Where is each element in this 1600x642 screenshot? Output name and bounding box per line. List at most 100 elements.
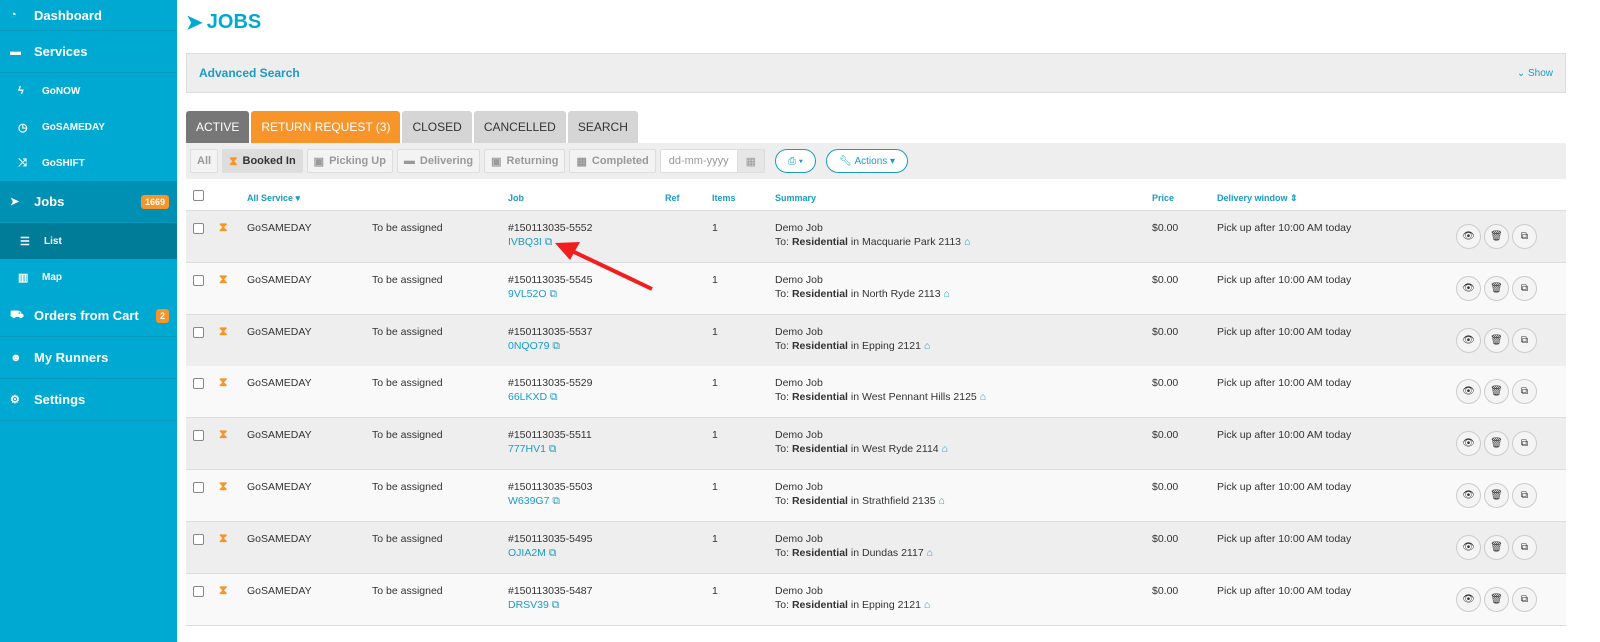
- view-button[interactable]: 👁︎: [1456, 586, 1481, 612]
- duplicate-button[interactable]: ⧉: [1512, 224, 1537, 249]
- table-row[interactable]: ⧗ GoSAMEDAY To be assigned #150113035-55…: [186, 366, 1566, 419]
- view-button[interactable]: 👁︎: [1456, 483, 1481, 508]
- job-number[interactable]: #150113035-5511: [508, 429, 592, 442]
- sidebar-item-dashboard[interactable]: ◔ Dashboard: [0, 0, 177, 31]
- column-delivery-window[interactable]: Delivery window ⇕: [1217, 193, 1298, 203]
- delete-button[interactable]: 🗑︎: [1484, 534, 1509, 560]
- column-service[interactable]: All Service ▾: [247, 193, 301, 203]
- sidebar-item-orders-from-cart[interactable]: ⛟ Orders from Cart 2: [0, 295, 177, 337]
- view-button[interactable]: 👁︎: [1456, 431, 1481, 457]
- job-code-link[interactable]: OJIA2M ⧉: [508, 547, 556, 560]
- job-number[interactable]: #150113035-5537: [508, 325, 593, 338]
- table-row[interactable]: ⧗ GoSAMEDAY To be assigned #150113035-54…: [186, 521, 1566, 574]
- home-icon: ⌂: [926, 546, 933, 559]
- copy-icon[interactable]: ⧉: [550, 391, 558, 404]
- job-number[interactable]: #150113035-5487: [508, 584, 593, 597]
- job-code-link[interactable]: 777HV1 ⧉: [508, 443, 556, 456]
- calendar-icon[interactable]: ▦: [736, 150, 765, 172]
- row-checkbox[interactable]: [193, 378, 204, 390]
- job-number[interactable]: #150113035-5552: [508, 222, 593, 234]
- sidebar-item-gosameday[interactable]: ◷ GoSAMEDAY: [0, 109, 177, 145]
- view-button[interactable]: 👁︎: [1456, 275, 1481, 301]
- date-picker[interactable]: dd-mm-yyyy ▦: [659, 149, 766, 173]
- table-row[interactable]: ⧗ GoSAMEDAY To be assigned #150113035-55…: [186, 262, 1566, 315]
- actions-dropdown-button[interactable]: 🔧︎ Actions ▾: [826, 149, 909, 173]
- copy-icon[interactable]: ⧉: [544, 236, 553, 248]
- copy-icon[interactable]: ⧉: [548, 546, 557, 559]
- row-checkbox[interactable]: [193, 274, 204, 286]
- filter-picking-up[interactable]: ▣ Picking Up: [306, 149, 393, 173]
- job-number[interactable]: #150113035-5529: [508, 377, 593, 390]
- row-checkbox[interactable]: [193, 326, 204, 338]
- delete-button[interactable]: 🗑︎: [1484, 431, 1509, 457]
- view-button[interactable]: 👁︎: [1456, 379, 1481, 405]
- delete-button[interactable]: 🗑︎: [1484, 327, 1509, 353]
- row-checkbox[interactable]: [193, 533, 204, 545]
- row-checkbox[interactable]: [193, 482, 204, 493]
- advanced-search-panel[interactable]: Advanced Search ⌄ Show: [186, 53, 1566, 93]
- delete-button[interactable]: 🗑︎: [1484, 379, 1509, 405]
- sidebar-item-map[interactable]: ▥ Map: [0, 259, 177, 295]
- filter-booked-in[interactable]: ⧗ Booked In: [222, 149, 303, 173]
- job-code-link[interactable]: DRSV39 ⧉: [508, 599, 559, 612]
- row-checkbox[interactable]: [193, 585, 204, 597]
- sidebar-item-services[interactable]: ▬ Services: [0, 31, 177, 73]
- table-row[interactable]: ⧗ GoSAMEDAY To be assigned #150113035-55…: [186, 314, 1566, 367]
- print-dropdown-button[interactable]: ⎙ ▾: [775, 149, 816, 173]
- duplicate-button[interactable]: ⧉: [1512, 275, 1537, 301]
- job-code-link[interactable]: 9VL52O ⧉: [508, 288, 557, 301]
- job-number[interactable]: #150113035-5495: [508, 532, 593, 545]
- date-input[interactable]: dd-mm-yyyy: [668, 155, 729, 167]
- advanced-search-title[interactable]: Advanced Search: [199, 66, 300, 80]
- tab-active[interactable]: ACTIVE: [186, 111, 250, 143]
- sidebar-item-my-runners[interactable]: ☻ My Runners: [0, 337, 177, 379]
- sidebar-item-settings[interactable]: ⚙ Settings: [0, 379, 177, 421]
- table-row[interactable]: ⧗ GoSAMEDAY To be assigned #150113035-55…: [186, 470, 1566, 522]
- duplicate-button[interactable]: ⧉: [1512, 431, 1537, 457]
- job-code-link[interactable]: 0NQO79 ⧉: [508, 340, 560, 353]
- copy-icon[interactable]: ⧉: [551, 598, 560, 611]
- view-button[interactable]: 👁︎: [1456, 327, 1481, 353]
- filter-all[interactable]: All: [190, 149, 219, 173]
- table-row[interactable]: ⧗ GoSAMEDAY To be assigned #150113035-54…: [186, 573, 1566, 626]
- copy-icon[interactable]: ⧉: [549, 287, 557, 300]
- job-code-link[interactable]: 66LKXD ⧉: [508, 391, 558, 404]
- destination-type: Residential: [791, 236, 848, 248]
- tab-cancelled[interactable]: CANCELLED: [473, 111, 566, 143]
- tab-return-request[interactable]: RETURN REQUEST (3): [251, 111, 401, 143]
- delete-button[interactable]: 🗑︎: [1484, 483, 1509, 508]
- row-checkbox[interactable]: [193, 223, 204, 234]
- table-row[interactable]: ⧗ GoSAMEDAY To be assigned #150113035-55…: [186, 211, 1566, 263]
- view-button[interactable]: 👁︎: [1456, 224, 1481, 249]
- duplicate-button[interactable]: ⧉: [1512, 586, 1537, 612]
- job-number[interactable]: #150113035-5503: [508, 481, 593, 493]
- duplicate-button[interactable]: ⧉: [1512, 534, 1537, 560]
- filter-returning[interactable]: ▣ Returning: [484, 149, 566, 173]
- sidebar-item-list[interactable]: ☰ List: [0, 223, 177, 259]
- to-label: To:: [775, 391, 790, 404]
- view-button[interactable]: 👁︎: [1456, 534, 1481, 560]
- duplicate-button[interactable]: ⧉: [1512, 379, 1537, 405]
- duplicate-button[interactable]: ⧉: [1512, 327, 1537, 353]
- filter-delivering[interactable]: ▬ Delivering: [396, 149, 481, 173]
- job-code-link[interactable]: IVBQ3I ⧉: [508, 236, 552, 249]
- copy-icon[interactable]: ⧉: [552, 339, 560, 352]
- tab-search[interactable]: SEARCH: [567, 111, 638, 143]
- delete-button[interactable]: 🗑︎: [1484, 586, 1509, 612]
- select-all-checkbox[interactable]: [193, 190, 204, 201]
- copy-icon[interactable]: ⧉: [548, 443, 557, 456]
- tab-closed[interactable]: CLOSED: [402, 111, 472, 143]
- sidebar-item-goshift[interactable]: ⤨ GoSHIFT: [0, 145, 177, 181]
- sidebar-item-gonow[interactable]: ϟ GoNOW: [0, 73, 177, 109]
- delete-button[interactable]: 🗑︎: [1484, 224, 1509, 249]
- job-number[interactable]: #150113035-5545: [508, 273, 593, 286]
- delete-button[interactable]: 🗑︎: [1484, 275, 1509, 301]
- job-code-link[interactable]: W639G7 ⧉: [508, 495, 560, 508]
- row-checkbox[interactable]: [193, 430, 204, 442]
- filter-completed[interactable]: ▦ Completed: [569, 149, 656, 173]
- copy-icon[interactable]: ⧉: [552, 495, 560, 507]
- table-row[interactable]: ⧗ GoSAMEDAY To be assigned #150113035-55…: [186, 418, 1566, 471]
- sidebar-item-jobs[interactable]: ➤ Jobs 1669: [0, 181, 177, 223]
- advanced-search-show-toggle[interactable]: ⌄ Show: [1516, 67, 1553, 79]
- duplicate-button[interactable]: ⧉: [1512, 483, 1537, 508]
